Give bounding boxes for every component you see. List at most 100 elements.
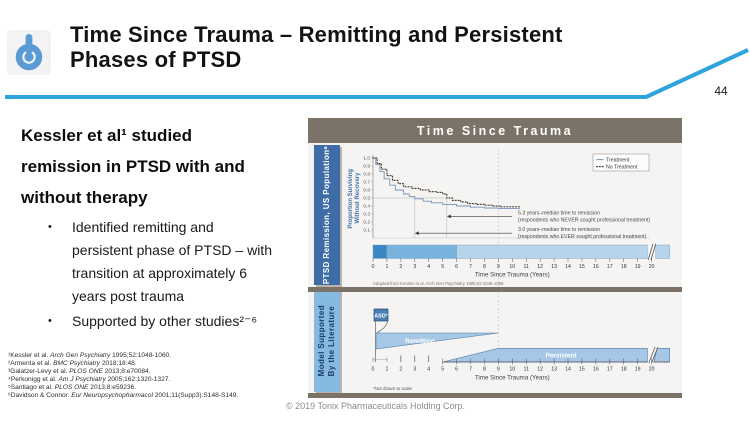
timeline-bar-segment bbox=[456, 244, 648, 259]
svg-text:15: 15 bbox=[579, 264, 585, 270]
svg-text:10: 10 bbox=[509, 264, 515, 270]
svg-text:(respondents who EVER sought p: (respondents who EVER sought professiona… bbox=[518, 234, 647, 240]
reference-line: ⁴Perkonigg et al. Am J Psychiatry 2005;1… bbox=[8, 375, 171, 383]
svg-text:0.5: 0.5 bbox=[363, 196, 370, 202]
title-line-2: Phases of PTSD bbox=[70, 47, 242, 72]
sidebar-top-label: PTSD Remission, US Populationᵃ bbox=[322, 145, 331, 285]
svg-text:8: 8 bbox=[483, 264, 486, 270]
svg-text:6: 6 bbox=[455, 367, 458, 373]
svg-text:18: 18 bbox=[621, 367, 627, 373]
svg-text:2: 2 bbox=[399, 264, 402, 270]
svg-text:Treatment: Treatment bbox=[606, 157, 630, 163]
svg-text:14: 14 bbox=[565, 264, 571, 270]
remitting-band bbox=[375, 332, 499, 350]
svg-text:5: 5 bbox=[441, 264, 444, 270]
svg-text:18: 18 bbox=[621, 264, 627, 270]
svg-text:0.3: 0.3 bbox=[363, 212, 370, 218]
reference-line: ²Armenta et al. BMC Psychiatry 2018;18:4… bbox=[8, 359, 137, 367]
svg-text:11: 11 bbox=[524, 367, 529, 373]
svg-text:0.9: 0.9 bbox=[363, 164, 370, 170]
svg-text:0.8: 0.8 bbox=[363, 172, 370, 178]
svg-text:6: 6 bbox=[455, 264, 458, 270]
time-since-trauma-figure: Time Since Trauma PTSD Remission, US Pop… bbox=[308, 118, 682, 398]
svg-text:0: 0 bbox=[372, 367, 375, 373]
svg-text:14: 14 bbox=[565, 367, 571, 373]
svg-text:12: 12 bbox=[537, 264, 543, 270]
svg-text:17: 17 bbox=[607, 367, 613, 373]
svg-text:2: 2 bbox=[399, 367, 402, 373]
persistent-label: Persistent bbox=[546, 353, 578, 360]
x-axis-title: Time Since Trauma (Years) bbox=[475, 375, 550, 382]
svg-text:(respondents who NEVER sought: (respondents who NEVER sought profession… bbox=[518, 217, 650, 223]
figure-sidebar-bottom: Model Supported By the Literature bbox=[314, 290, 340, 392]
svg-text:10: 10 bbox=[509, 367, 515, 373]
sidebar-bottom-label: Model Supported By the Literature bbox=[317, 305, 336, 377]
timeline-bar-segment bbox=[386, 244, 457, 259]
asd-box-label: ASD* bbox=[374, 314, 388, 320]
svg-text:0.6: 0.6 bbox=[363, 188, 370, 194]
x-axis-title: Time Since Trauma (Years) bbox=[475, 272, 550, 279]
svg-text:8: 8 bbox=[483, 367, 486, 373]
svg-text:9: 9 bbox=[497, 264, 500, 270]
bullet-item: • Supported by other studies²⁻⁶ bbox=[48, 310, 276, 333]
chart-legend: Treatment No Treatment bbox=[592, 153, 650, 172]
reference-line: ¹Kessler et al. Arch Gen Psychiatry 1995… bbox=[8, 352, 172, 359]
svg-text:3.0 years–median time to remis: 3.0 years–median time to remission bbox=[518, 227, 600, 233]
svg-text:3: 3 bbox=[413, 264, 416, 270]
diagram-footnote: *Not drawn to scale bbox=[373, 386, 413, 391]
svg-text:0.1: 0.1 bbox=[363, 228, 370, 234]
bullet-list: • Identified remitting and persistent ph… bbox=[48, 216, 276, 335]
reference-line: ⁵Santiago et al. PLOS ONE 2013;8:e59236. bbox=[8, 383, 137, 391]
remitting-label: Remitting bbox=[405, 338, 435, 345]
bullet-marker: • bbox=[48, 315, 52, 327]
bullet-text: Identified remitting and persistent phas… bbox=[72, 219, 272, 304]
svg-text:13: 13 bbox=[551, 367, 557, 373]
svg-text:5: 5 bbox=[441, 367, 444, 373]
timeline-bar-segment bbox=[655, 244, 670, 259]
svg-text:7: 7 bbox=[469, 367, 472, 373]
curve-treatment bbox=[373, 157, 520, 210]
slide-number: 44 bbox=[714, 84, 728, 98]
svg-text:17: 17 bbox=[607, 264, 613, 270]
svg-text:No Treatment: No Treatment bbox=[606, 164, 638, 170]
curve-no-treatment bbox=[372, 157, 520, 209]
reference-line: ³Galatzer-Levy et al. PLOS ONE 2013;8:e7… bbox=[8, 367, 151, 375]
svg-text:4: 4 bbox=[427, 367, 430, 373]
svg-text:3: 3 bbox=[413, 367, 416, 373]
svg-text:13: 13 bbox=[551, 264, 557, 270]
svg-text:0: 0 bbox=[372, 264, 375, 270]
svg-text:5.3 years–median time to remis: 5.3 years–median time to remission bbox=[518, 210, 600, 216]
copyright-text: © 2019 Tonix Pharmaceuticals Holding Cor… bbox=[286, 401, 466, 411]
phase-model-diagram: ASD* Remitting Persistent 0 1 2 3 4 5 6 7 8 9 10 11 1… bbox=[372, 292, 671, 391]
svg-text:0.7: 0.7 bbox=[363, 180, 370, 186]
median-annotation: 3.0 years–median time to remission (resp… bbox=[414, 227, 647, 240]
figure-sidebar-top: PTSD Remission, US Populationᵃ bbox=[314, 145, 340, 285]
section-heading: Kessler et al¹ studied remission in PTSD… bbox=[21, 126, 245, 207]
figure-bottom-bar bbox=[308, 393, 682, 398]
svg-text:0.4: 0.4 bbox=[363, 204, 370, 210]
svg-text:4: 4 bbox=[427, 264, 430, 270]
reference-line: ⁶Davidson & Connor. Eur Neuropsychopharm… bbox=[8, 391, 239, 399]
svg-text:16: 16 bbox=[593, 264, 599, 270]
svg-text:1: 1 bbox=[385, 367, 388, 373]
panel-divider bbox=[308, 287, 682, 292]
svg-text:1.0: 1.0 bbox=[363, 156, 370, 162]
svg-text:16: 16 bbox=[593, 367, 599, 373]
chart-caption: Adapted from Kessler et al. Arch Gen Psy… bbox=[373, 281, 505, 286]
svg-text:19: 19 bbox=[635, 367, 641, 373]
svg-text:7: 7 bbox=[469, 264, 472, 270]
svg-text:9: 9 bbox=[497, 367, 500, 373]
svg-text:11: 11 bbox=[524, 264, 529, 270]
survival-curve-chart: 1.0 0.9 0.8 0.7 0.6 0.5 0.4 0.3 0.2 0.1 Proportio… bbox=[348, 149, 670, 287]
page-title: Time Since Trauma – Remitting and Persis… bbox=[70, 22, 690, 72]
asd-box bbox=[373, 308, 389, 322]
bullet-item: • Identified remitting and persistent ph… bbox=[48, 216, 276, 308]
figure-title: Time Since Trauma bbox=[308, 118, 682, 143]
svg-text:20: 20 bbox=[649, 264, 655, 270]
tonix-logo-icon bbox=[7, 30, 51, 75]
svg-text:19: 19 bbox=[635, 264, 641, 270]
reference-list: ¹Kessler et al. Arch Gen Psychiatry 1995… bbox=[8, 352, 298, 399]
bullet-text: Supported by other studies²⁻⁶ bbox=[72, 313, 258, 329]
bullet-marker: • bbox=[48, 221, 52, 233]
